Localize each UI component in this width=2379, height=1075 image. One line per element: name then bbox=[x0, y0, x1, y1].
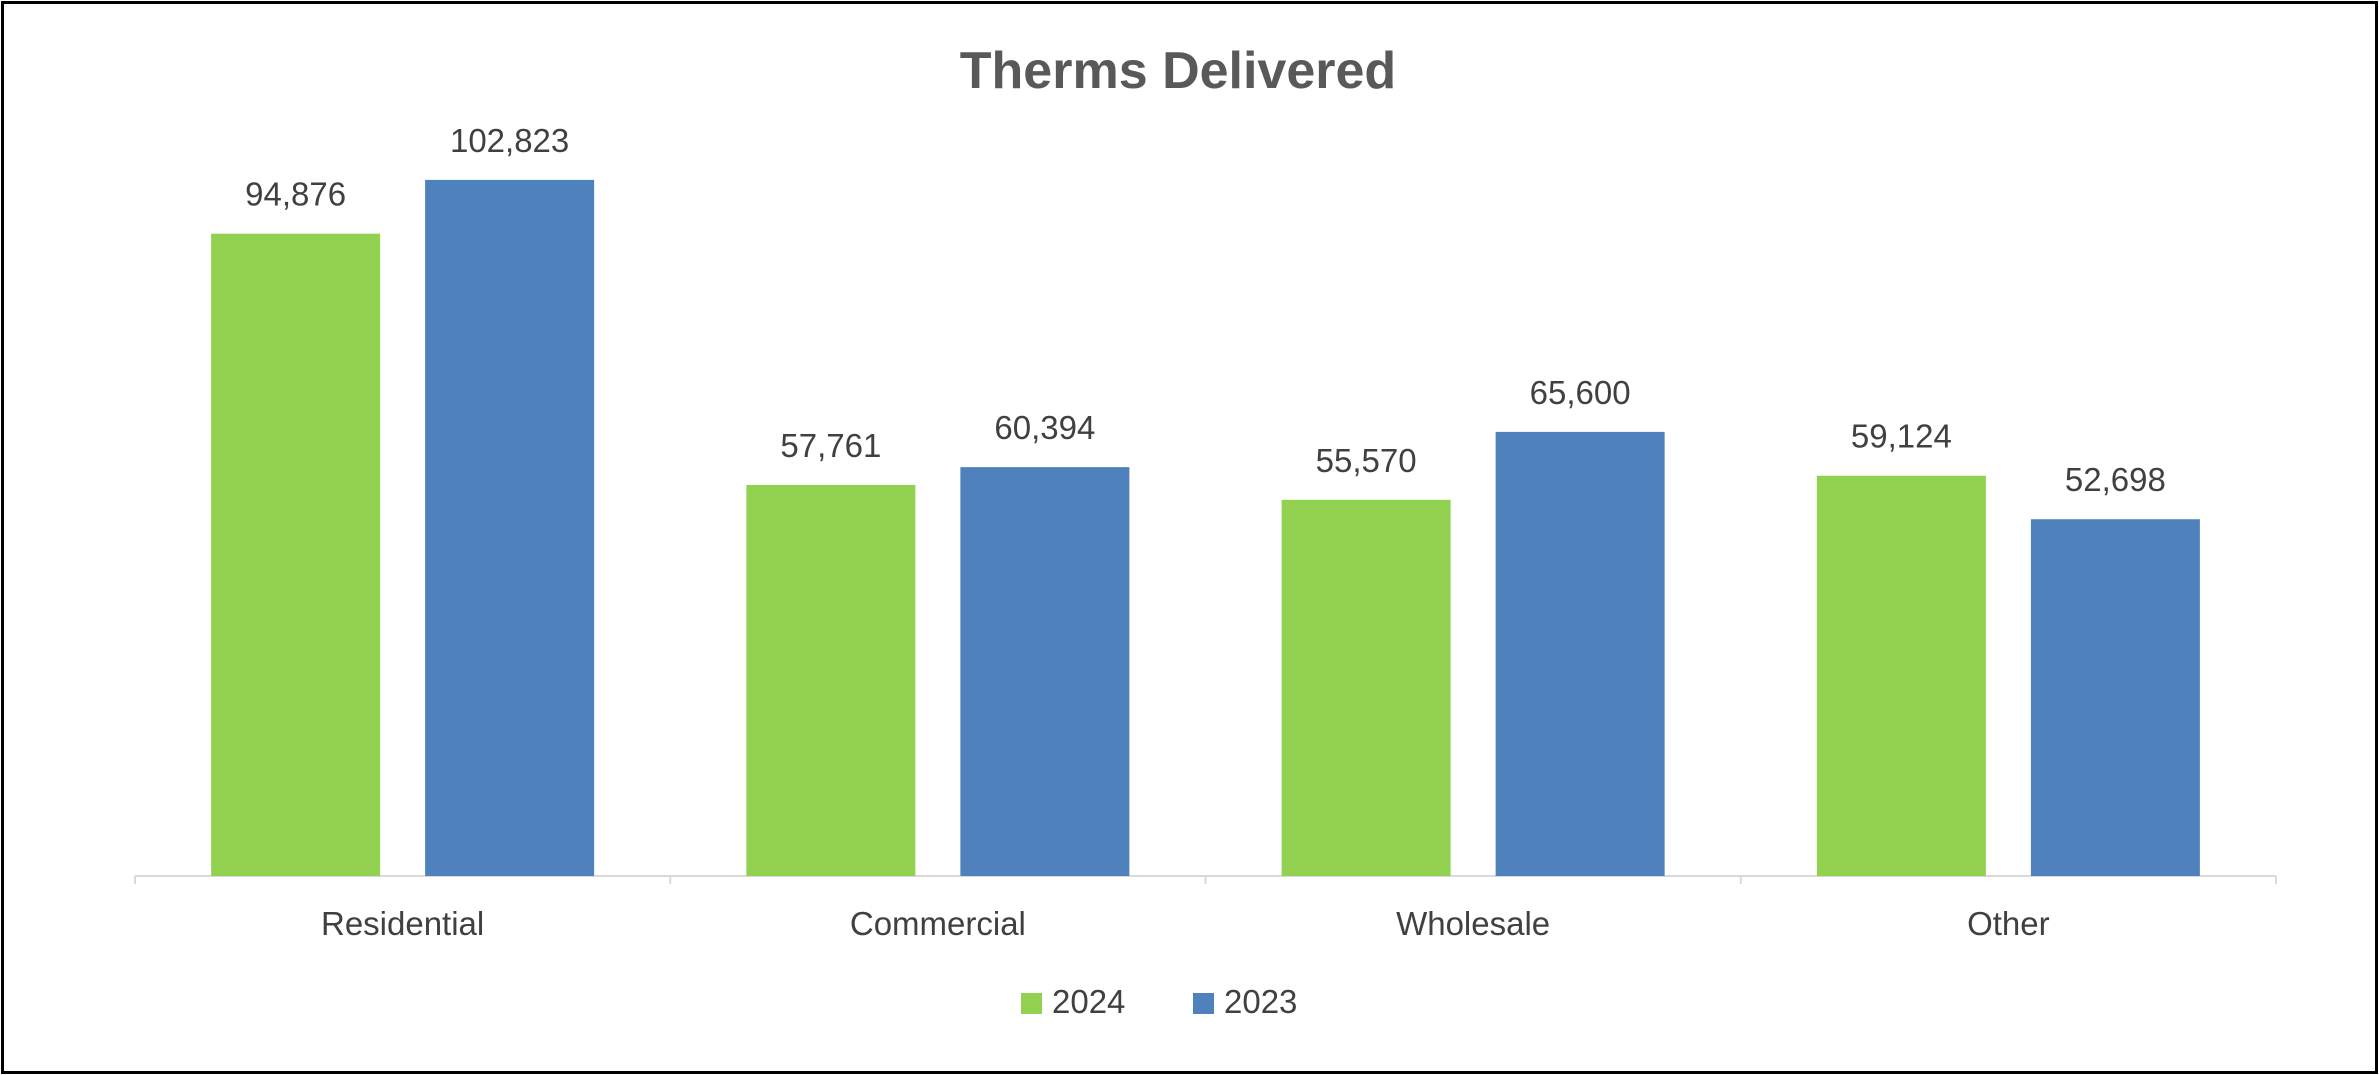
bar-commercial-2023 bbox=[960, 467, 1130, 876]
category-label-wholesale: Wholesale bbox=[1396, 905, 1550, 942]
bar-other-2023 bbox=[2030, 519, 2200, 876]
category-axis bbox=[134, 875, 2277, 884]
category-label-commercial: Commercial bbox=[850, 905, 1026, 942]
bar-commercial-2024 bbox=[746, 484, 916, 876]
data-label-residential-2023: 102,823 bbox=[450, 122, 569, 159]
data-label-other-2023: 52,698 bbox=[2065, 461, 2166, 498]
legend-swatch-2024 bbox=[1021, 993, 1042, 1014]
category-label-residential: Residential bbox=[321, 905, 484, 942]
bar-residential-2023 bbox=[425, 179, 595, 876]
bars bbox=[211, 179, 2200, 877]
legend-label-2024: 2024 bbox=[1052, 983, 1125, 1020]
legend: 2024 2023 bbox=[1021, 983, 1297, 1020]
bar-other-2024 bbox=[1816, 475, 1986, 876]
data-label-commercial-2024: 57,761 bbox=[780, 427, 881, 464]
data-label-other-2024: 59,124 bbox=[1851, 418, 1952, 455]
category-label-other: Other bbox=[1967, 905, 2050, 942]
category-labels: Residential Commercial Wholesale Other bbox=[321, 905, 2050, 942]
legend-label-2023: 2023 bbox=[1224, 983, 1297, 1020]
data-label-wholesale-2024: 55,570 bbox=[1316, 442, 1417, 479]
data-labels: 94,876 102,823 57,761 60,394 55,570 65,600 59,… bbox=[245, 122, 2166, 498]
chart-title: Therms Delivered bbox=[960, 42, 1396, 100]
bar-wholesale-2024 bbox=[1281, 499, 1451, 876]
legend-swatch-2023 bbox=[1193, 993, 1214, 1014]
data-label-commercial-2023: 60,394 bbox=[994, 409, 1095, 446]
bar-residential-2024 bbox=[211, 233, 381, 877]
data-label-wholesale-2023: 65,600 bbox=[1530, 374, 1631, 411]
bar-wholesale-2023 bbox=[1495, 431, 1665, 876]
data-label-residential-2024: 94,876 bbox=[245, 176, 346, 213]
